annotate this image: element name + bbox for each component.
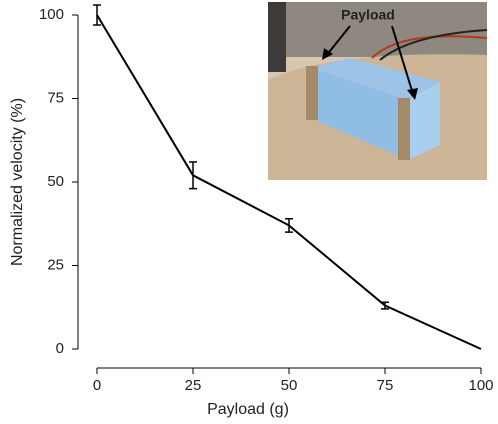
x-axis-title: Payload (g) — [207, 401, 289, 418]
x-tick-label: 25 — [185, 377, 202, 394]
error-bar — [381, 301, 389, 310]
y-tick-label: 50 — [47, 173, 64, 190]
arrowhead — [322, 48, 333, 60]
x-tick-label: 75 — [377, 377, 394, 394]
photo-wall — [268, 2, 487, 57]
inset-label: Payload — [341, 7, 395, 23]
block-end — [408, 82, 440, 160]
x-tick-label: 0 — [93, 377, 101, 394]
y-axis-title: Normalized velocity (%) — [9, 98, 26, 266]
wire — [379, 29, 488, 61]
arrowhead — [407, 88, 418, 100]
x-tick-label: 100 — [468, 377, 493, 394]
wire — [371, 35, 488, 59]
photo-post — [268, 2, 286, 72]
error-bar — [189, 161, 197, 190]
block-top — [310, 58, 440, 100]
magnets-right — [398, 98, 410, 160]
y-tick-label: 25 — [47, 256, 64, 273]
error-bar — [93, 4, 101, 26]
y-tick-label: 0 — [56, 340, 64, 357]
y-tick-label: 75 — [47, 89, 64, 106]
arrow — [325, 25, 351, 57]
inset-photo: Payload — [268, 2, 488, 180]
error-bar — [285, 217, 293, 233]
y-tick-label: 100 — [39, 6, 64, 23]
block-side — [310, 68, 408, 160]
arrow — [391, 25, 414, 95]
x-tick-label: 50 — [281, 377, 298, 394]
magnets-left — [306, 66, 318, 120]
